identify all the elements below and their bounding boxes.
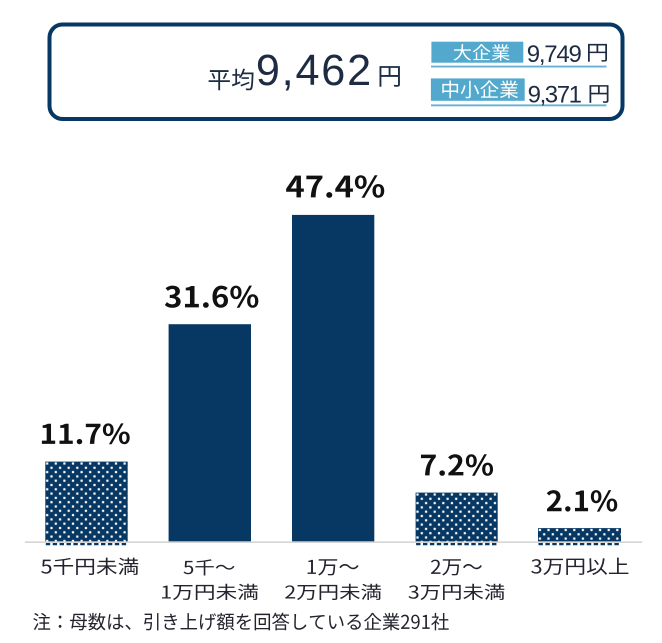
- svg-text:9,749: 9,749: [527, 41, 582, 68]
- svg-text:9,462: 9,462: [256, 47, 373, 95]
- svg-text:9,371: 9,371: [528, 82, 582, 109]
